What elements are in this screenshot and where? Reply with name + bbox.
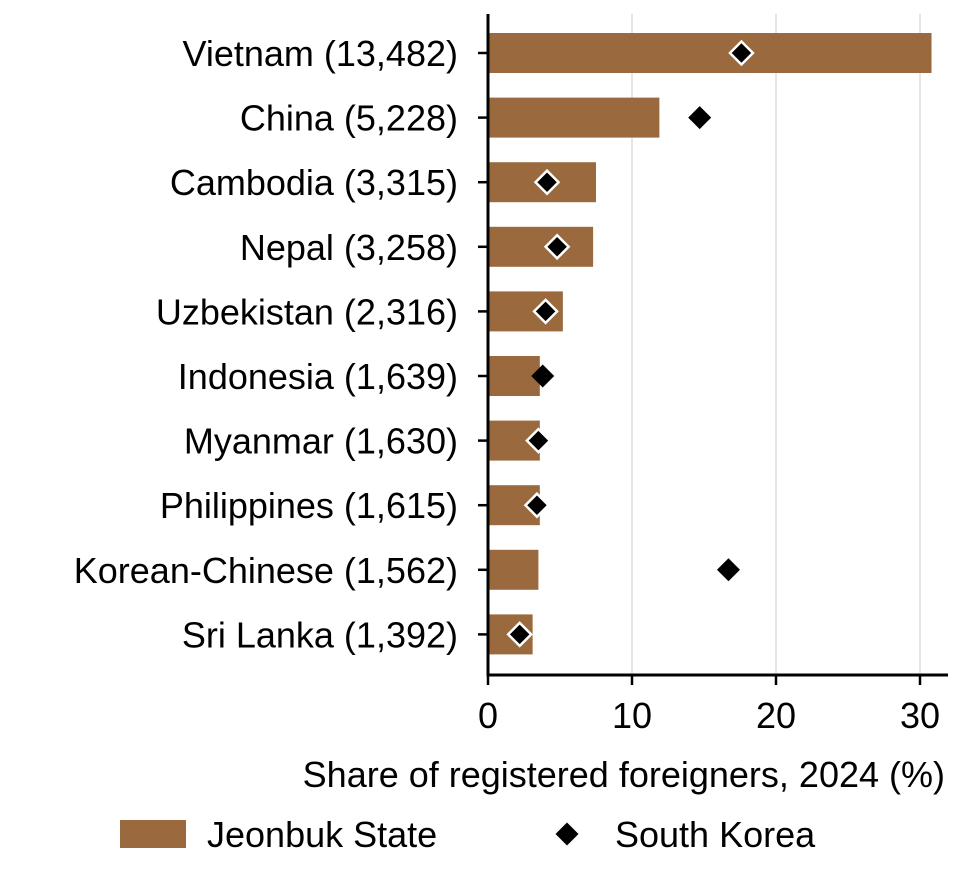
x-tick-label: 10 [612, 695, 652, 736]
bar-layer [488, 33, 932, 655]
marker-china [688, 106, 712, 130]
marker-philippines [523, 491, 551, 519]
marker-vietnam [728, 39, 755, 67]
x-axis-title: Share of registered foreigners, 2024 (%) [303, 754, 945, 795]
marker-myanmar [525, 427, 552, 454]
marker-nepal [543, 233, 571, 261]
marker-sri-lanka [506, 621, 533, 648]
legend-label-jeonbuk: Jeonbuk State [207, 814, 437, 855]
axis-layer [478, 14, 948, 685]
legend-label-south-korea: South Korea [615, 814, 816, 855]
y-tick-label: Myanmar (1,630) [184, 421, 458, 462]
y-tick-label: Philippines (1,615) [160, 485, 458, 526]
legend: Jeonbuk State South Korea [120, 814, 816, 855]
y-tick-label: Indonesia (1,639) [178, 356, 458, 397]
marker-korean-chinese [716, 558, 740, 582]
y-tick-label: China (5,228) [240, 98, 458, 139]
marker-uzbekistan [532, 298, 559, 325]
x-tick-label: 30 [900, 695, 940, 736]
legend-swatch-jeonbuk [120, 820, 186, 848]
marker-indonesia [531, 364, 555, 388]
y-tick-label: Cambodia (3,315) [170, 162, 458, 203]
legend-swatch-south-korea [555, 822, 579, 846]
bar-vietnam [488, 33, 932, 73]
grid-layer [631, 14, 921, 675]
marker-layer [506, 39, 755, 648]
x-tick-label: 20 [756, 695, 796, 736]
marker-cambodia [533, 168, 561, 196]
y-tick-label: Korean-Chinese (1,562) [74, 550, 458, 591]
bar-korean-chinese [488, 549, 539, 590]
y-tick-label: Sri Lanka (1,392) [182, 614, 458, 655]
bar-indonesia [488, 356, 540, 396]
y-tick-label: Vietnam (13,482) [182, 33, 458, 74]
x-tick-label: 0 [478, 695, 498, 736]
bar-nepal [488, 226, 594, 267]
y-tick-label: Uzbekistan (2,316) [156, 291, 458, 332]
bar-china [488, 97, 660, 138]
y-tick-label: Nepal (3,258) [240, 227, 458, 268]
label-layer: Vietnam (13,482) China (5,228) Cambodia (3… [74, 33, 940, 736]
